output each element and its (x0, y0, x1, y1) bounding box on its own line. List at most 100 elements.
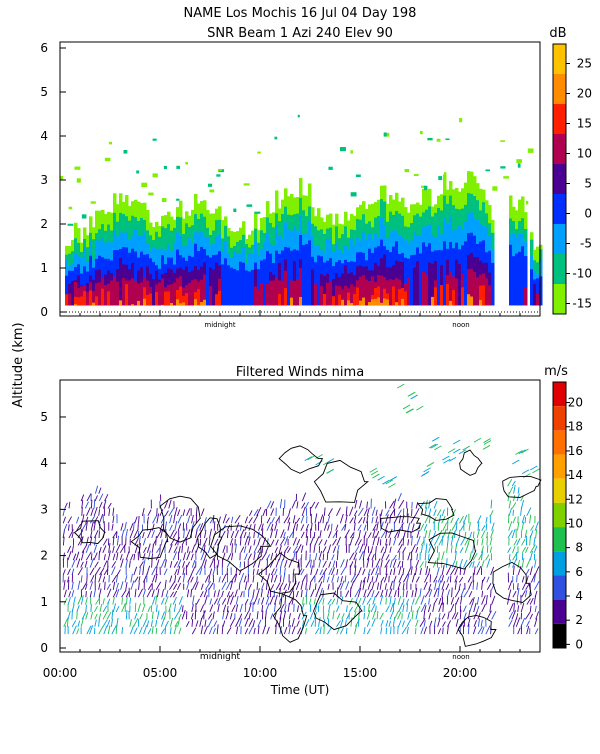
wind-barb (349, 607, 352, 612)
wind-barb (112, 524, 113, 531)
wind-barb (328, 516, 330, 524)
wind-barb (354, 510, 357, 515)
wind-barb (178, 515, 182, 523)
wind-barb (350, 537, 353, 545)
wind-barb (148, 529, 152, 538)
wind-barb (143, 575, 146, 582)
winds-colorbar-swatch (553, 455, 566, 479)
snr-speck (244, 183, 250, 185)
wind-barb (271, 509, 274, 516)
wind-barb (390, 611, 393, 619)
wind-barb (188, 516, 190, 524)
wind-barb (301, 532, 304, 538)
wind-barb (107, 612, 111, 619)
wind-barb (315, 553, 316, 560)
wind-barb (481, 531, 485, 538)
wind-barb (170, 576, 172, 583)
wind-barb (439, 514, 441, 523)
winds-colorbar-swatch (553, 527, 566, 551)
wind-barb (253, 620, 255, 626)
wind-barb (103, 620, 107, 627)
wind-barb (293, 537, 296, 545)
snr-echo-cell (293, 281, 297, 306)
wind-barb (126, 559, 128, 567)
wind-barb (411, 566, 412, 575)
snr-echo-cell (404, 291, 408, 305)
wind-barb (310, 560, 311, 568)
snr-echo-cell (188, 283, 192, 305)
snr-echo-cell (443, 241, 447, 305)
snr-echo-cell (254, 287, 258, 306)
wind-barb (99, 494, 103, 501)
wind-barb (309, 598, 311, 604)
wind-barb (470, 551, 472, 560)
wind-barb (351, 618, 352, 627)
wind-barb (331, 524, 332, 531)
wind-barb (437, 509, 441, 515)
wind-barb (373, 611, 376, 619)
wind-barb (434, 598, 438, 605)
snr-echo-cell (488, 285, 492, 305)
wind-barb (139, 576, 140, 582)
snr-echo-cell (74, 304, 78, 305)
wind-barb (527, 626, 529, 634)
wind-barb (367, 589, 371, 597)
wind-barb (442, 581, 445, 590)
wind-barb (319, 581, 322, 589)
wind-barb (244, 576, 246, 583)
wind-barb (64, 524, 67, 531)
snr-echo-cell (179, 287, 183, 306)
wind-barb (173, 597, 176, 605)
wind-barb (186, 529, 190, 538)
wind-barb (179, 546, 180, 553)
wind-barb (138, 582, 139, 589)
wind-barb (175, 507, 177, 516)
snr-echo-cell (395, 302, 399, 305)
wind-barb (402, 627, 406, 634)
wind-barb (74, 597, 76, 605)
snr-echo-field (60, 115, 542, 306)
snr-speck (257, 152, 261, 154)
wind-barb (148, 510, 151, 516)
snr-speck (185, 162, 188, 164)
wind-barb (245, 599, 248, 605)
wind-barb (364, 613, 365, 619)
wind-barb (170, 618, 172, 627)
wind-barb (324, 522, 327, 531)
wind-barb (328, 531, 331, 538)
winds-colorbar-label: 20 (568, 396, 583, 410)
wind-barb (271, 568, 274, 575)
wind-barb (302, 507, 305, 516)
wind-barb (525, 547, 528, 553)
winds-colorbar-label: 10 (568, 516, 583, 530)
wind-barb (90, 581, 93, 589)
snr-echo-cell (221, 264, 225, 305)
wind-barb (153, 515, 157, 523)
wind-barb (455, 589, 459, 597)
wind-barb (126, 582, 127, 590)
wind-barb (491, 510, 494, 516)
wind-barb (297, 605, 298, 611)
wind-barb (439, 552, 440, 560)
wind-barb (421, 545, 422, 553)
wind-barb (201, 626, 203, 635)
wind-barb (301, 515, 304, 523)
snr-echo-cell (161, 279, 165, 306)
wind-barb (105, 494, 108, 501)
wind-barb (296, 518, 299, 523)
wind-barb (134, 567, 137, 575)
wind-barb (63, 517, 65, 523)
wind-barb (130, 523, 133, 530)
wind-barb (178, 576, 181, 582)
snr-echo-cell (353, 294, 357, 305)
wind-barb (424, 574, 428, 582)
wind-barb (302, 503, 305, 509)
wind-barb (459, 584, 460, 590)
snr-echo-cell (314, 284, 318, 305)
snr-y-tick-label: 0 (40, 305, 48, 319)
wind-barb (377, 537, 379, 546)
wind-barb (316, 569, 318, 575)
wind-barb (382, 552, 385, 560)
wind-barb (265, 611, 266, 619)
wind-barb (424, 468, 431, 472)
